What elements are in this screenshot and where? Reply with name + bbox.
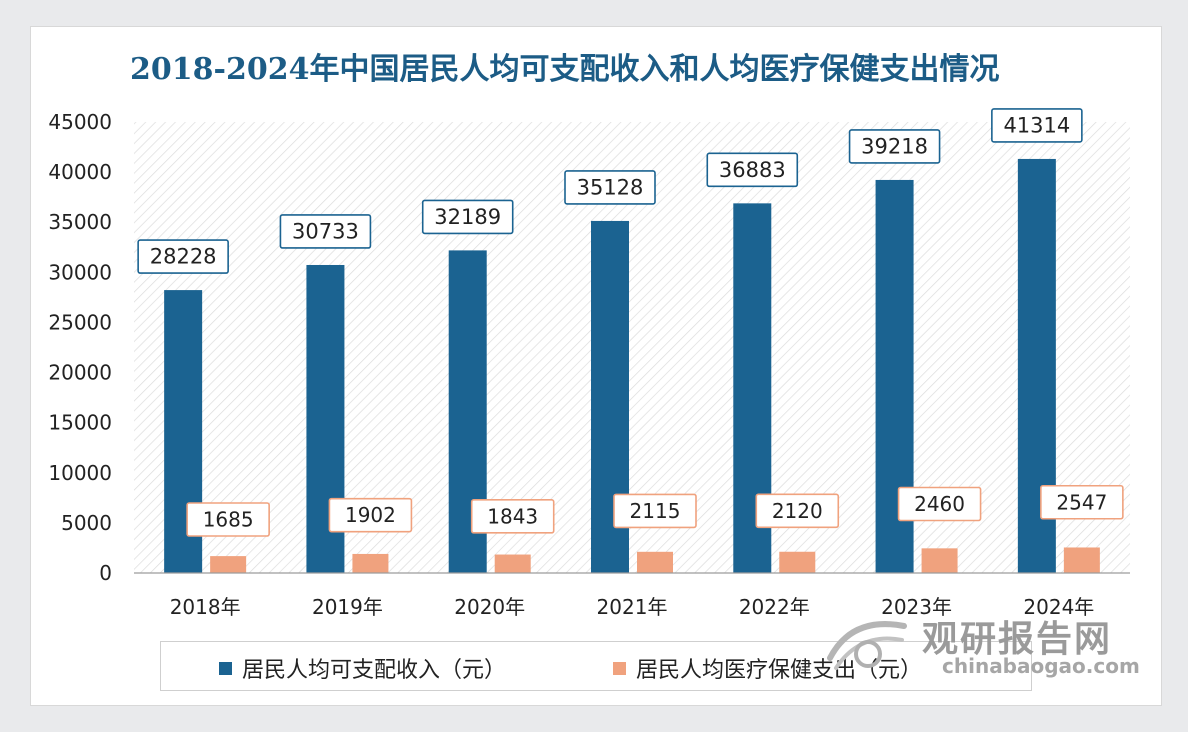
watermark-name: 观研报告网 [922,619,1113,660]
x-tick-label: 2019年 [312,595,383,619]
watermark-url: chinabaogao.com [942,654,1140,678]
x-tick-label: 2024年 [1023,595,1094,619]
y-tick-label: 25000 [48,310,112,334]
x-tick-label: 2021年 [597,595,668,619]
data-label-value: 35128 [577,175,644,199]
x-axis: 2018年 2019年 2020年 2021年 2022年 2023年 2024年 [170,595,1095,619]
y-tick-label: 30000 [48,260,112,284]
data-label-value: 36883 [719,158,786,182]
watermark-logo-icon [827,621,907,670]
bar-medical [779,551,816,573]
y-tick-label: 0 [99,561,112,585]
data-label-value: 2547 [1056,490,1107,514]
x-tick-label: 2020年 [454,595,525,619]
chart-title: 2018-2024年中国居民人均可支配收入和人均医疗保健支出情况 [130,52,1000,87]
watermark: 观研报告网 chinabaogao.com [822,608,1152,692]
data-label-value: 2460 [914,492,965,516]
data-label-income: 35128 [564,170,656,205]
y-tick-label: 5000 [61,511,112,535]
data-label-value: 28228 [150,245,217,269]
data-label-box [137,239,229,274]
x-tick-label: 2018年 [170,595,241,619]
bar-medical [921,548,958,573]
data-label-value: 39218 [861,134,928,158]
data-label-box [613,493,697,529]
bar-medical [210,556,247,573]
y-tick-label: 15000 [48,411,112,435]
legend: 居民人均可支配收入（元） 居民人均医疗保健支出（元） [160,641,1032,691]
data-label-medical: 1843 [470,499,555,534]
data-label-box [564,170,656,205]
data-label-box [470,499,555,534]
legend-swatch-medical [613,661,626,675]
legend-swatch-income [219,661,232,675]
y-tick-label: 20000 [48,361,112,385]
data-label-income: 36883 [706,152,799,188]
y-axis: 0 5000 10000 15000 20000 25000 30000 35000 40000… [48,110,112,585]
data-label-value: 41314 [1003,113,1070,137]
bar-medical [1063,547,1100,573]
data-label-value: 30733 [292,219,359,243]
data-label-income: 32189 [421,199,514,235]
data-label-medical: 1902 [328,497,413,533]
data-label-value: 2120 [772,499,823,523]
legend-item-medical: 居民人均医疗保健支出（元） [613,652,922,684]
data-label-box [279,214,372,249]
data-label-medical: 2115 [613,493,697,529]
y-tick-label: 40000 [48,160,112,184]
data-label-value: 1843 [487,504,538,528]
data-label-box [328,497,413,533]
data-label-medical: 2547 [1040,484,1124,520]
data-label-income: 28228 [137,239,229,274]
data-label-value: 32189 [434,205,501,229]
data-label-medical: 2460 [897,486,982,522]
bar-medical [637,551,673,573]
y-tick-label: 45000 [48,110,112,134]
legend-item-income: 居民人均可支配收入（元） [219,652,506,684]
data-label-box [897,486,982,522]
data-label-box [1040,484,1124,520]
data-label-box [706,152,799,188]
data-label-box [991,108,1083,143]
data-label-medical: 2120 [755,493,840,529]
data-label-box [186,502,270,537]
x-tick-label: 2022年 [739,595,810,619]
y-tick-label: 10000 [48,461,112,485]
data-label-box [848,129,941,164]
y-tick-label: 35000 [48,210,112,234]
x-tick-label: 2023年 [881,595,952,619]
data-label-box [421,199,514,235]
data-label-value: 1685 [203,508,254,532]
data-label-income: 39218 [848,129,941,164]
data-labels: 28228 30733 32189 35128 36883 39218 41314 1685 1… [137,108,1124,537]
data-label-box [755,493,840,529]
bar-medical [494,554,531,573]
data-label-medical: 1685 [186,502,270,537]
bar-medical [352,553,389,573]
data-label-income: 41314 [991,108,1083,143]
data-label-value: 2115 [630,499,681,523]
legend-label-income: 居民人均可支配收入（元） [242,658,507,683]
data-label-value: 1902 [345,503,396,527]
data-label-income: 30733 [279,214,372,249]
